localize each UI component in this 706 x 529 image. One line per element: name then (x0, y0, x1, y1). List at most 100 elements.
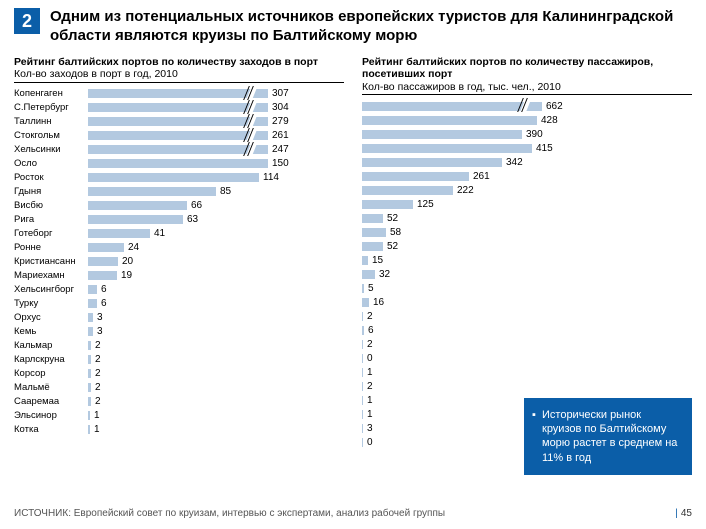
bar (362, 340, 363, 349)
slide-number: 2 (22, 11, 32, 32)
chart-left: Рейтинг балтийских портов по количеству … (14, 56, 344, 450)
bar (362, 354, 363, 363)
bar (88, 229, 150, 238)
row-value: 2 (95, 354, 101, 365)
bar (88, 369, 91, 378)
row-value: 261 (272, 130, 289, 141)
chart-row: 125 (362, 197, 692, 211)
bar (88, 355, 91, 364)
chart-row: Орхус3 (14, 311, 344, 325)
row-value: 2 (95, 340, 101, 351)
bar (88, 145, 268, 154)
row-value: 428 (541, 115, 558, 126)
bar-area: 6 (88, 284, 344, 296)
row-label: Висбю (14, 200, 88, 211)
bar-area: 261 (362, 170, 692, 182)
row-value: 307 (272, 88, 289, 99)
row-value: 52 (387, 213, 398, 224)
bar-area: 2 (88, 368, 344, 380)
bar (88, 215, 183, 224)
chart-row: 15 (362, 253, 692, 267)
bar (88, 159, 268, 168)
bar (362, 130, 522, 139)
bar-area: 307 (88, 88, 344, 100)
row-label: Ронне (14, 242, 88, 253)
chart-row: Кристиансанн20 (14, 255, 344, 269)
page-sep-icon: | (675, 508, 678, 519)
row-label: Эльсинор (14, 410, 88, 421)
bar (362, 102, 542, 111)
chart-row: Мальмё2 (14, 381, 344, 395)
row-value: 19 (121, 270, 132, 281)
chart-row: Хельсингборг6 (14, 283, 344, 297)
chart-row: 2 (362, 337, 692, 351)
chart-row: 5 (362, 281, 692, 295)
slide-number-box: 2 (14, 8, 40, 34)
bar (362, 396, 363, 405)
slide-title: Одним из потенциальных источников европе… (50, 8, 692, 46)
bar (362, 256, 368, 265)
bar-area: 150 (88, 158, 344, 170)
chart-row: Хельсинки247 (14, 143, 344, 157)
row-label: Хельсинки (14, 144, 88, 155)
row-value: 3 (97, 312, 103, 323)
bar-area: 6 (362, 324, 692, 336)
chart-row: Висбю66 (14, 199, 344, 213)
row-value: 1 (94, 410, 100, 421)
chart-row: Сааремаа2 (14, 395, 344, 409)
bar (88, 327, 93, 336)
bar (88, 425, 90, 434)
chart-row: Корсор2 (14, 367, 344, 381)
bar-area: 3 (88, 312, 344, 324)
chart-right-subtitle: Кол-во пассажиров в год, тыс. чел., 2010 (362, 81, 692, 96)
chart-row: Таллинн279 (14, 115, 344, 129)
callout-text: Исторически рынок круизов по Балтийскому… (542, 409, 677, 464)
row-value: 2 (367, 311, 373, 322)
bar-area: 415 (362, 142, 692, 154)
chart-left-subtitle: Кол-во заходов в порт в год, 2010 (14, 68, 344, 83)
chart-row: 16 (362, 295, 692, 309)
row-value: 63 (187, 214, 198, 225)
chart-row: 52 (362, 211, 692, 225)
chart-row: Готеборг41 (14, 227, 344, 241)
bar-area: 2 (362, 338, 692, 350)
row-label: Кальмар (14, 340, 88, 351)
chart-left-rows: Копенгаген307С.Петербург304Таллинн279Сто… (14, 87, 344, 437)
bar (362, 172, 469, 181)
bar (362, 410, 363, 419)
chart-row: Турку6 (14, 297, 344, 311)
bar-area: 428 (362, 114, 692, 126)
bar (88, 201, 187, 210)
chart-row: 662 (362, 99, 692, 113)
bar (362, 424, 363, 433)
chart-row: 2 (362, 309, 692, 323)
bar-area: 2 (362, 310, 692, 322)
chart-row: Кальмар 2 (14, 339, 344, 353)
row-label: Корсор (14, 368, 88, 379)
chart-right-rows: 6624283904153422612221255258521532516262… (362, 99, 692, 449)
chart-row: Рига63 (14, 213, 344, 227)
row-value: 662 (546, 101, 563, 112)
row-value: 1 (367, 395, 373, 406)
row-value: 2 (367, 381, 373, 392)
row-value: 390 (526, 129, 543, 140)
bar-area: 66 (88, 200, 344, 212)
row-value: 222 (457, 185, 474, 196)
bar (88, 341, 91, 350)
row-value: 0 (367, 353, 373, 364)
row-label: Таллинн (14, 116, 88, 127)
row-value: 415 (536, 143, 553, 154)
row-value: 15 (372, 255, 383, 266)
bar (88, 299, 97, 308)
chart-row: С.Петербург304 (14, 101, 344, 115)
bar (88, 383, 91, 392)
bar-area: 1 (88, 424, 344, 436)
chart-row: Котка1 (14, 423, 344, 437)
row-label: Хельсингборг (14, 284, 88, 295)
bar (362, 158, 502, 167)
row-value: 52 (387, 241, 398, 252)
row-label: Мариехамн (14, 270, 88, 281)
bar-area: 342 (362, 156, 692, 168)
row-value: 3 (97, 326, 103, 337)
bar (362, 116, 537, 125)
